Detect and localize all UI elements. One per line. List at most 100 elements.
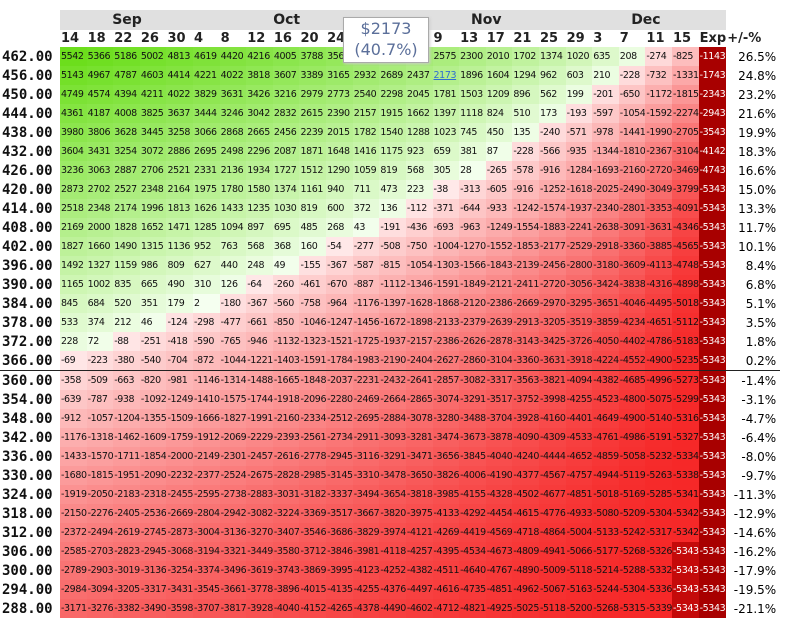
payoff-cell: -3546 xyxy=(299,523,327,542)
payoff-cell: -64 xyxy=(246,275,273,294)
payoff-cell: -5343 xyxy=(698,523,727,542)
payoff-cell: -2970 xyxy=(538,294,566,313)
price-row: 300.00 -2789 -2903 -3019 -3136 -3254 -3374 -349… xyxy=(0,561,780,580)
payoff-cell: -1252 xyxy=(538,180,566,199)
payoff-cell: -124 xyxy=(166,313,194,332)
payoff-cell: 4394 xyxy=(113,85,140,104)
price-row: 390.00 1165 1002 835 665 490 310 126 -64 -260 -461… xyxy=(0,275,780,294)
payoff-cell: -1318 xyxy=(86,428,114,447)
payoff-cell: -4757 xyxy=(565,466,593,485)
payoff-cell: -938 xyxy=(113,390,140,409)
month-label: Sep xyxy=(60,10,194,30)
payoff-cell: -1057 xyxy=(86,409,114,428)
payoff-cell: -3171 xyxy=(60,599,87,618)
payoff-cell: -1344 xyxy=(592,142,619,161)
payoff-cell: -5315 xyxy=(618,599,646,618)
payoff-cell: -5338 xyxy=(672,466,699,485)
payoff-cell: -3078 xyxy=(405,409,433,428)
payoff-cell: -571 xyxy=(565,123,593,142)
payoff-cell: -5343 xyxy=(698,351,727,371)
percent-change: 26.5% xyxy=(738,49,777,64)
payoff-cell: -5342 xyxy=(672,504,699,523)
payoff-cell: -4419 xyxy=(459,523,486,542)
payoff-cell: -1883 xyxy=(538,218,566,237)
strike-price: 312.00 xyxy=(2,524,53,541)
payoff-cell: -1146 xyxy=(193,370,220,390)
payoff-cell: 4216 xyxy=(246,47,273,66)
payoff-cell: -1743 xyxy=(698,66,727,85)
payoff-cell: 1294 xyxy=(512,66,539,85)
price-row: 456.00 5143 4967 4787 4603 4414 4221 4022 3818 36… xyxy=(0,66,780,85)
payoff-cell: -2150 xyxy=(60,504,87,523)
payoff-cell: -1990 xyxy=(645,123,673,142)
payoff-cell: -1918 xyxy=(272,390,300,409)
payoff-cell: 568 xyxy=(405,161,433,180)
payoff-cell: -2274 xyxy=(672,104,699,123)
payoff-cell: -4015 xyxy=(299,580,327,599)
day-row: 1418222630481216202428159131721252937111… xyxy=(0,30,780,47)
payoff-cell: -1403 xyxy=(272,351,300,371)
payoff-cell: 248 xyxy=(246,256,273,275)
payoff-cell: -3859 xyxy=(592,313,619,332)
payoff-cell: 3063 xyxy=(86,161,114,180)
payoff-cell: 4603 xyxy=(139,66,167,85)
payoff-cell: -4257 xyxy=(405,542,433,561)
payoff-cell: -1176 xyxy=(60,428,87,447)
payoff-cell: -590 xyxy=(193,332,220,351)
payoff-cell: -3598 xyxy=(166,599,194,618)
payoff-cell: -5339 xyxy=(645,599,673,618)
payoff-cell: -2860 xyxy=(459,351,486,371)
payoff-cell: -4986 xyxy=(618,428,646,447)
payoff-cell: -4046 xyxy=(618,294,646,313)
percent-change: 10.1% xyxy=(738,239,777,254)
day-label: 25 xyxy=(539,31,559,46)
day-label: 16 xyxy=(273,31,292,46)
payoff-cell: -4767 xyxy=(485,561,513,580)
payoff-cell: -2160 xyxy=(618,161,646,180)
payoff-cell: -1331 xyxy=(672,66,699,85)
strike-price: 420.00 xyxy=(2,181,53,198)
payoff-cell: 485 xyxy=(299,218,327,237)
payoff-cell: -2801 xyxy=(618,199,646,218)
payoff-cell: -4776 xyxy=(538,504,566,523)
payoff-cell: 835 xyxy=(113,275,140,294)
payoff-cell: -3494 xyxy=(352,485,380,504)
payoff-cell: -4761 xyxy=(592,428,619,447)
payoff-cell: 1660 xyxy=(86,237,114,256)
corner xyxy=(0,10,60,30)
payoff-cell: -3704 xyxy=(485,409,513,428)
percent-change: 21.6% xyxy=(738,106,777,121)
payoff-cell: 4749 xyxy=(60,85,87,104)
percent-change: -9.7% xyxy=(741,468,777,483)
payoff-cell: -1592 xyxy=(645,104,673,123)
payoff-cell: -3654 xyxy=(379,485,406,504)
payoff-cell: 1915 xyxy=(379,104,406,123)
payoff-cell: -5288 xyxy=(618,561,646,580)
payoff-cell: -3143 xyxy=(512,332,539,351)
payoff-cell: 2169 xyxy=(60,218,87,237)
payoff-cell: -5336 xyxy=(645,580,673,599)
payoff-cell: -1951 xyxy=(113,466,140,485)
payoff-cell: -4240 xyxy=(512,447,539,466)
payoff-cell: -1303 xyxy=(432,256,460,275)
payoff-cell: -704 xyxy=(166,351,194,371)
payoff-cell: -5263 xyxy=(645,466,673,485)
percent-change: 6.8% xyxy=(745,277,777,292)
payoff-cell: 5542 xyxy=(60,47,87,66)
payoff-cell: -5018 xyxy=(592,485,619,504)
payoff-cell: -4890 xyxy=(512,561,539,580)
payoff-cell: 473 xyxy=(379,180,406,199)
payoff-cell: -2190 xyxy=(379,351,406,371)
payoff-cell: 1315 xyxy=(139,237,167,256)
payoff-cell: 1503 xyxy=(459,85,486,104)
percent-change: 0.2% xyxy=(745,353,777,368)
payoff-cell: -4533 xyxy=(565,428,593,447)
payoff-cell: -5214 xyxy=(592,561,619,580)
payoff-cell: -88 xyxy=(113,332,140,351)
payoff-cell: -193 xyxy=(565,104,593,123)
payoff-cell: -5004 xyxy=(565,523,593,542)
payoff-cell: -3869 xyxy=(299,561,327,580)
payoff-cell: -3838 xyxy=(618,275,646,294)
payoff-cell: 72 xyxy=(86,332,114,351)
payoff-cell: -2120 xyxy=(459,294,486,313)
